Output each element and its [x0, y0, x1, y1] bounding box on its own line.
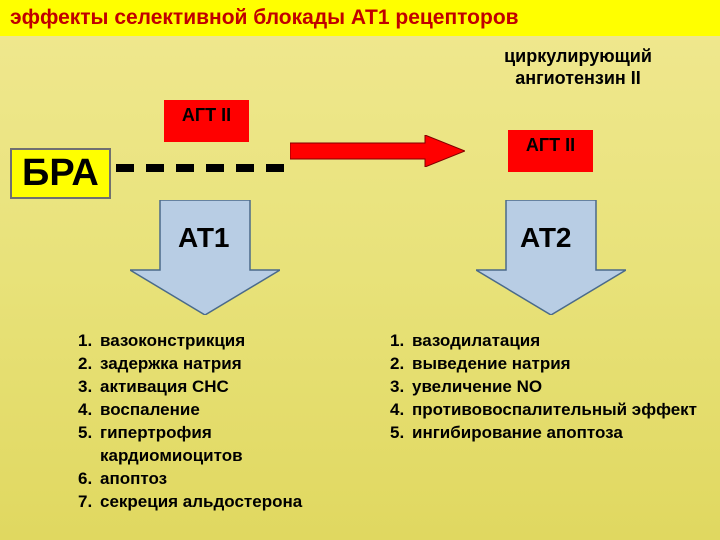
at2-effects-list: 1.вазодилатация2.выведение натрия3.увели… — [390, 330, 700, 445]
bra-box: БРА — [10, 148, 111, 199]
at1-effect-item: 3.активация СНС — [78, 376, 358, 399]
bra-text: БРА — [22, 152, 99, 194]
circ-line1: циркулирующий — [504, 46, 652, 66]
list-number: 2. — [78, 353, 100, 376]
agt-box-right: АГТ II — [508, 130, 593, 172]
at2-label: АТ2 — [520, 222, 572, 254]
list-text: задержка натрия — [100, 353, 242, 376]
list-text: апоптоз — [100, 468, 167, 491]
list-text: противовоспалительный эффект — [412, 399, 697, 422]
list-number: 4. — [390, 399, 412, 422]
at1-effect-item: 2.задержка натрия — [78, 353, 358, 376]
circ-line2: ангиотензин II — [515, 68, 641, 88]
list-text: активация СНС — [100, 376, 229, 399]
agt-right-text: АГТ II — [526, 130, 575, 154]
agt-left-text: АГТ II — [182, 100, 231, 124]
down-arrow-at1 — [130, 200, 280, 315]
list-text: вазодилатация — [412, 330, 540, 353]
list-text: секреция альдостерона — [100, 491, 302, 514]
list-text: выведение натрия — [412, 353, 571, 376]
list-number: 1. — [78, 330, 100, 353]
at2-effect-item: 1.вазодилатация — [390, 330, 700, 353]
down-arrow-at2 — [476, 200, 626, 315]
at1-effect-item: 6.апоптоз — [78, 468, 358, 491]
agt-box-left: АГТ II — [164, 100, 249, 142]
circulating-angiotensin-label: циркулирующий ангиотензин II — [478, 46, 678, 89]
list-text: вазоконстрикция — [100, 330, 245, 353]
at1-effect-item: 5.гипертрофия кардиомиоцитов — [78, 422, 358, 468]
horizontal-arrow — [290, 135, 465, 167]
list-number: 4. — [78, 399, 100, 422]
at1-label: АТ1 — [178, 222, 230, 254]
list-number: 5. — [78, 422, 100, 468]
at1-effects-list: 1.вазоконстрикция2.задержка натрия3.акти… — [78, 330, 358, 514]
at2-effect-item: 3.увеличение NO — [390, 376, 700, 399]
list-number: 3. — [78, 376, 100, 399]
list-number: 5. — [390, 422, 412, 445]
list-number: 6. — [78, 468, 100, 491]
at1-effect-item: 4.воспаление — [78, 399, 358, 422]
list-text: воспаление — [100, 399, 200, 422]
list-number: 7. — [78, 491, 100, 514]
list-number: 3. — [390, 376, 412, 399]
at1-effect-item: 1.вазоконстрикция — [78, 330, 358, 353]
list-text: ингибирование апоптоза — [412, 422, 623, 445]
at2-effect-item: 4.противовоспалительный эффект — [390, 399, 700, 422]
bra-dash-line — [116, 160, 286, 176]
list-text: увеличение NO — [412, 376, 542, 399]
list-number: 2. — [390, 353, 412, 376]
slide-title: эффекты селективной блокады АТ1 рецептор… — [0, 0, 720, 36]
list-text: гипертрофия кардиомиоцитов — [100, 422, 358, 468]
at2-effect-item: 5.ингибирование апоптоза — [390, 422, 700, 445]
at1-effect-item: 7.секреция альдостерона — [78, 491, 358, 514]
at2-effect-item: 2.выведение натрия — [390, 353, 700, 376]
list-number: 1. — [390, 330, 412, 353]
